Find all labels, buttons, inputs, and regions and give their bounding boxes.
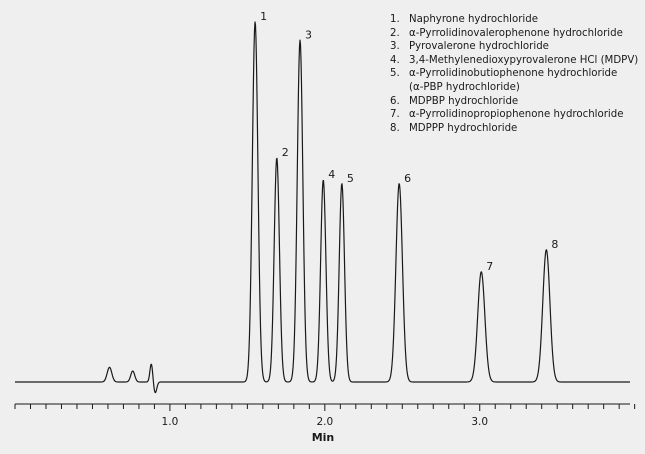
x-axis-title: Min	[312, 431, 335, 444]
x-tick-label: 1.0	[162, 416, 179, 428]
legend-item: 4. 3,4-Methylenedioxypyrovalerone HCl (MD…	[390, 54, 638, 68]
x-tick-label: 3.0	[471, 416, 488, 428]
legend-item: (α-PBP hydrochloride)	[390, 81, 638, 95]
legend-item-label: α-Pyrrolidinobutiophenone hydrochloride	[409, 68, 618, 80]
peak-label: 8	[551, 238, 558, 251]
legend-item-label: MDPBP hydrochloride	[409, 95, 519, 107]
x-tick-label: 2.0	[316, 416, 333, 428]
legend-item: 5. α-Pyrrolidinobutiophenone hydrochlorid…	[390, 67, 638, 81]
legend-item-number: 2.	[390, 27, 400, 39]
legend-item-number: 8.	[390, 122, 400, 134]
legend-item-label: 3,4-Methylenedioxypyrovalerone HCl (MDPV…	[409, 54, 639, 66]
legend-item-number: 5.	[390, 68, 400, 80]
peak-label: 2	[282, 146, 289, 159]
peak-label: 6	[404, 172, 411, 185]
legend-item-label: α-Pyrrolidinopropiophenone hydrochloride	[409, 109, 624, 121]
peak-label: 5	[347, 172, 354, 185]
legend: 1. Naphyrone hydrochloride 2. α-Pyrrolidino…	[390, 13, 638, 135]
legend-item: 2. α-Pyrrolidinovalerophenone hydrochlori…	[390, 27, 638, 41]
legend-item-label: MDPPP hydrochloride	[409, 122, 518, 134]
legend-item-number	[390, 81, 409, 95]
legend-item-number: 4.	[390, 54, 400, 66]
legend-item-label: Naphyrone hydrochloride	[409, 14, 538, 25]
peak-label: 1	[260, 10, 267, 23]
legend-item-number: 3.	[390, 41, 400, 53]
legend-item-number: 1.	[390, 14, 400, 25]
legend-item: 3. Pyrovalerone hydrochloride	[390, 40, 638, 54]
peak-labels: 1 2 3 4 5 6 7 8	[260, 10, 558, 273]
legend-item: 8. MDPPP hydrochloride	[390, 122, 638, 136]
chromatogram-trace-group	[14, 21, 631, 394]
legend-item-number: 6.	[390, 95, 400, 107]
peak-label: 3	[305, 28, 312, 41]
legend-item: 6. MDPBP hydrochloride	[390, 95, 638, 109]
legend-item-label: (α-PBP hydrochloride)	[409, 81, 520, 93]
peak-label: 4	[328, 168, 335, 181]
legend-item-label: Pyrovalerone hydrochloride	[409, 41, 549, 53]
chromatogram-trace	[14, 21, 631, 394]
legend-item-number: 7.	[390, 109, 400, 121]
peak-label: 7	[486, 260, 493, 273]
legend-item: 1. Naphyrone hydrochloride	[390, 13, 638, 27]
legend-item-label: α-Pyrrolidinovalerophenone hydrochloride	[409, 27, 623, 39]
x-axis: 1.0 2.0 3.0	[14, 403, 636, 428]
legend-item: 7. α-Pyrrolidinopropiophenone hydrochlori…	[390, 108, 638, 122]
